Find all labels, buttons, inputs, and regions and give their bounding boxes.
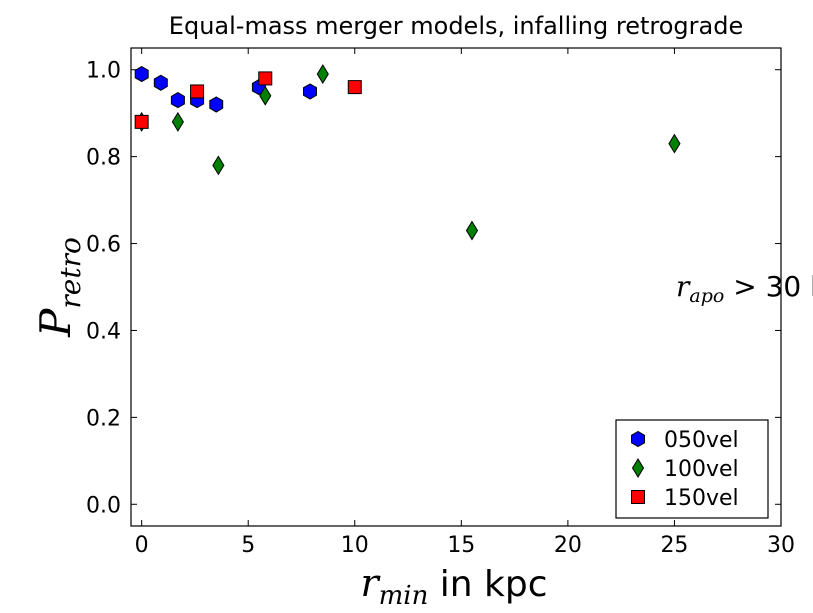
- point-050vel: [303, 83, 317, 100]
- point-100vel: [259, 85, 272, 106]
- point-150vel: [347, 80, 362, 95]
- y-tick-label: 0.2: [86, 406, 121, 431]
- point-100vel: [316, 64, 329, 85]
- y-tick-label: 0.0: [86, 493, 121, 518]
- point-150vel: [134, 114, 149, 129]
- x-axis-label: rmin in kpc: [360, 561, 547, 611]
- point-150vel: [258, 71, 273, 86]
- x-tick-label: 5: [241, 533, 255, 558]
- y-tick-label: 1.0: [86, 59, 121, 84]
- y-tick-label: 0.8: [86, 146, 121, 171]
- legend-label: 100vel: [664, 457, 739, 482]
- point-050vel: [170, 92, 185, 109]
- x-tick-label: 25: [660, 533, 688, 558]
- x-tick-label: 20: [554, 533, 582, 558]
- point-050vel: [209, 96, 224, 113]
- legend-marker-100vel: [631, 458, 645, 478]
- y-tick-label: 0.4: [86, 319, 121, 344]
- y-axis-label: Pretro: [31, 237, 87, 338]
- legend: 050vel 100vel 150vel: [615, 419, 769, 519]
- x-tick-label: 0: [135, 533, 149, 558]
- point-100vel: [668, 133, 681, 154]
- chart-title: Equal-mass merger models, infalling retr…: [169, 12, 743, 40]
- legend-label: 150vel: [664, 486, 739, 511]
- point-100vel: [212, 155, 225, 176]
- legend-label: 050vel: [664, 428, 739, 453]
- y-axis: 0.0 0.2 0.4 0.6 0.8 1.0: [86, 59, 781, 518]
- x-tick-label: 30: [767, 533, 795, 558]
- annotation-rapo: rapo > 30 kpc: [676, 270, 813, 307]
- x-tick-label: 15: [447, 533, 475, 558]
- legend-marker-050vel: [631, 430, 645, 448]
- data-points: [134, 64, 681, 241]
- point-150vel: [190, 84, 205, 99]
- point-050vel: [134, 66, 149, 83]
- point-100vel: [465, 220, 479, 241]
- y-tick-label: 0.6: [86, 233, 121, 258]
- x-axis: 0 5 10 15 20 25 30: [135, 48, 795, 558]
- x-tick-label: 10: [341, 533, 369, 558]
- point-050vel: [153, 74, 168, 91]
- point-100vel: [171, 111, 184, 132]
- legend-marker-150vel: [631, 490, 645, 504]
